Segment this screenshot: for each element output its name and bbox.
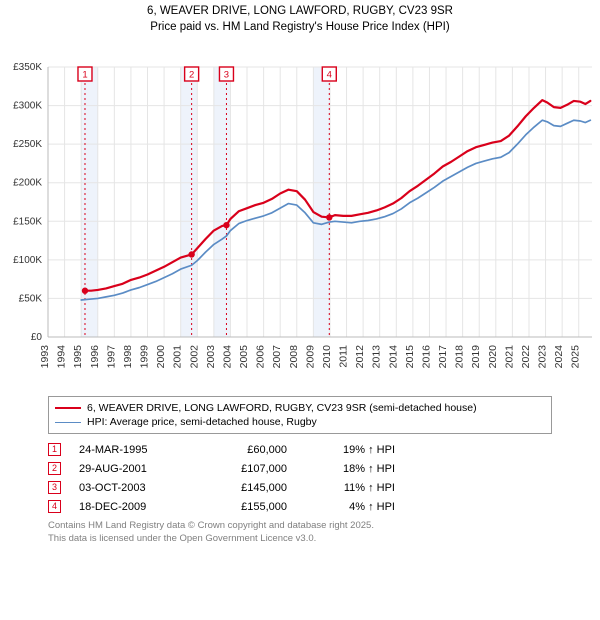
svg-text:£150K: £150K bbox=[13, 216, 42, 227]
svg-text:2004: 2004 bbox=[221, 345, 233, 369]
svg-text:2014: 2014 bbox=[387, 345, 399, 369]
svg-text:2011: 2011 bbox=[338, 345, 350, 368]
sales-table: 1 24-MAR-1995 £60,000 19% ↑ HPI 2 29-AUG-2001… bbox=[48, 440, 552, 516]
sale-marker-box: 4 bbox=[48, 500, 61, 513]
svg-text:2017: 2017 bbox=[437, 345, 449, 369]
sale-hpi: 11% ↑ HPI bbox=[305, 482, 395, 494]
sale-hpi: 19% ↑ HPI bbox=[305, 444, 395, 456]
legend-label-hpi: HPI: Average price, semi-detached house,… bbox=[87, 416, 317, 428]
svg-text:2013: 2013 bbox=[371, 345, 383, 369]
svg-text:£200K: £200K bbox=[13, 178, 42, 189]
svg-text:2000: 2000 bbox=[155, 345, 167, 369]
sale-date: 24-MAR-1995 bbox=[79, 444, 189, 456]
sale-marker-box: 1 bbox=[48, 443, 61, 456]
svg-text:2007: 2007 bbox=[271, 345, 283, 369]
svg-text:£350K: £350K bbox=[13, 62, 42, 73]
svg-text:4: 4 bbox=[327, 70, 332, 81]
legend-row-hpi: HPI: Average price, semi-detached house,… bbox=[55, 415, 545, 429]
svg-text:2020: 2020 bbox=[487, 345, 499, 369]
svg-text:2012: 2012 bbox=[354, 345, 366, 369]
svg-text:1993: 1993 bbox=[39, 345, 51, 369]
svg-text:2002: 2002 bbox=[188, 345, 200, 369]
svg-text:2006: 2006 bbox=[255, 345, 267, 369]
svg-text:1: 1 bbox=[82, 70, 87, 81]
svg-text:1999: 1999 bbox=[139, 345, 151, 369]
sales-row: 4 18-DEC-2009 £155,000 4% ↑ HPI bbox=[48, 497, 552, 516]
sale-price: £107,000 bbox=[207, 463, 287, 475]
line-chart-svg: £0 £50K £100K £150K £200K £250K £300K £350K 1993… bbox=[0, 37, 600, 392]
svg-text:3: 3 bbox=[224, 70, 229, 81]
legend: 6, WEAVER DRIVE, LONG LAWFORD, RUGBY, CV… bbox=[48, 396, 552, 434]
chart-title-block: 6, WEAVER DRIVE, LONG LAWFORD, RUGBY, CV… bbox=[0, 0, 600, 37]
title-line-1: 6, WEAVER DRIVE, LONG LAWFORD, RUGBY, CV… bbox=[0, 4, 600, 20]
legend-row-property: 6, WEAVER DRIVE, LONG LAWFORD, RUGBY, CV… bbox=[55, 401, 545, 415]
svg-text:2025: 2025 bbox=[570, 345, 582, 369]
svg-text:£100K: £100K bbox=[13, 255, 42, 266]
footnote-line-2: This data is licensed under the Open Gov… bbox=[48, 533, 552, 546]
sale-date: 29-AUG-2001 bbox=[79, 463, 189, 475]
sale-price: £60,000 bbox=[207, 444, 287, 456]
chart-area: £0 £50K £100K £150K £200K £250K £300K £350K 1993… bbox=[0, 37, 600, 392]
svg-text:£50K: £50K bbox=[19, 293, 43, 304]
sale-hpi: 4% ↑ HPI bbox=[305, 501, 395, 513]
svg-text:2: 2 bbox=[189, 70, 194, 81]
footnote-line-1: Contains HM Land Registry data © Crown c… bbox=[48, 520, 552, 533]
svg-text:2010: 2010 bbox=[321, 345, 333, 369]
svg-text:1998: 1998 bbox=[122, 345, 134, 369]
svg-text:£250K: £250K bbox=[13, 139, 42, 150]
svg-text:2023: 2023 bbox=[537, 345, 549, 369]
sale-marker-box: 2 bbox=[48, 462, 61, 475]
svg-text:2015: 2015 bbox=[404, 345, 416, 369]
legend-swatch-property bbox=[55, 407, 81, 409]
sale-marker-box: 3 bbox=[48, 481, 61, 494]
svg-text:2016: 2016 bbox=[420, 345, 432, 369]
legend-label-property: 6, WEAVER DRIVE, LONG LAWFORD, RUGBY, CV… bbox=[87, 402, 477, 414]
sale-price: £155,000 bbox=[207, 501, 287, 513]
svg-text:2001: 2001 bbox=[172, 345, 184, 369]
svg-text:2024: 2024 bbox=[553, 345, 565, 369]
svg-text:2019: 2019 bbox=[470, 345, 482, 369]
legend-swatch-hpi bbox=[55, 422, 81, 423]
sale-date: 18-DEC-2009 bbox=[79, 501, 189, 513]
svg-text:2008: 2008 bbox=[288, 345, 300, 369]
sale-price: £145,000 bbox=[207, 482, 287, 494]
svg-text:£0: £0 bbox=[31, 332, 43, 343]
sales-row: 1 24-MAR-1995 £60,000 19% ↑ HPI bbox=[48, 440, 552, 459]
svg-text:2018: 2018 bbox=[454, 345, 466, 369]
svg-text:2009: 2009 bbox=[304, 345, 316, 369]
svg-text:1995: 1995 bbox=[72, 345, 84, 369]
sales-row: 2 29-AUG-2001 £107,000 18% ↑ HPI bbox=[48, 459, 552, 478]
sale-hpi: 18% ↑ HPI bbox=[305, 463, 395, 475]
svg-text:2003: 2003 bbox=[205, 345, 217, 369]
svg-text:1997: 1997 bbox=[105, 345, 117, 369]
footnote: Contains HM Land Registry data © Crown c… bbox=[48, 520, 552, 546]
title-line-2: Price paid vs. HM Land Registry's House … bbox=[0, 20, 600, 36]
svg-text:2021: 2021 bbox=[503, 345, 515, 369]
svg-text:1996: 1996 bbox=[89, 345, 101, 369]
sales-row: 3 03-OCT-2003 £145,000 11% ↑ HPI bbox=[48, 478, 552, 497]
svg-text:2022: 2022 bbox=[520, 345, 532, 369]
svg-text:£300K: £300K bbox=[13, 101, 42, 112]
svg-text:1994: 1994 bbox=[56, 345, 68, 369]
sale-date: 03-OCT-2003 bbox=[79, 482, 189, 494]
svg-text:2005: 2005 bbox=[238, 345, 250, 369]
